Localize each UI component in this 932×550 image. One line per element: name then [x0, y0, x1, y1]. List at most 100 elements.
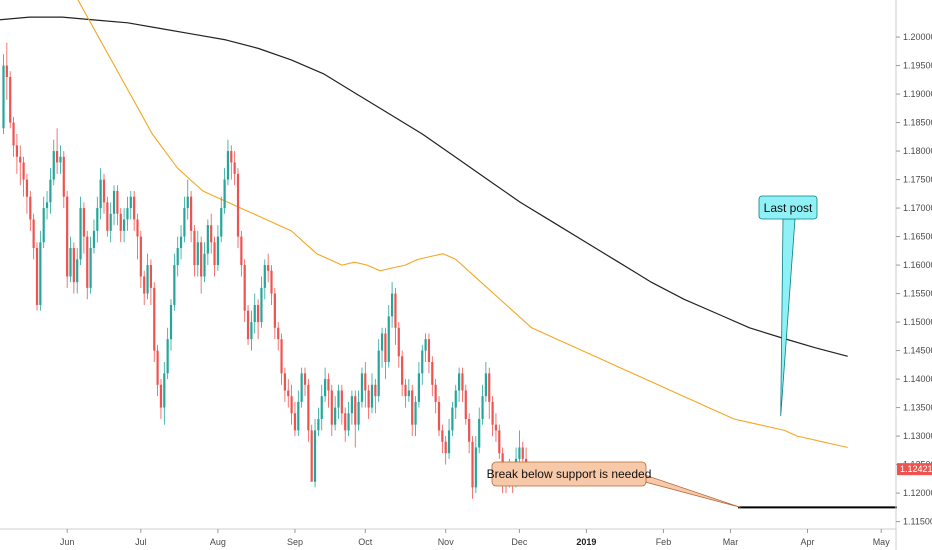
candle-body	[458, 373, 461, 391]
candle-body	[307, 384, 310, 431]
candle-body	[421, 350, 424, 374]
candle-body	[374, 384, 377, 397]
candle-body	[25, 179, 29, 197]
candle-body	[441, 430, 444, 442]
candle-body	[136, 219, 139, 237]
candle-body	[179, 236, 183, 248]
candle-body	[250, 322, 253, 340]
candle-body	[183, 208, 186, 237]
candle-body	[431, 361, 434, 385]
candle-body	[518, 447, 521, 459]
candle-body	[391, 293, 394, 317]
last-post-text: Last post	[764, 201, 813, 215]
candle-body	[401, 356, 404, 385]
price-tick-label: 1.19500	[903, 61, 932, 71]
candle-body	[2, 65, 5, 129]
price-tick-label: 1.18500	[903, 118, 932, 128]
candle-body	[15, 145, 18, 157]
candle-body	[206, 225, 209, 254]
candle-body	[176, 247, 179, 266]
candle-body	[153, 287, 156, 351]
candle-body	[394, 293, 397, 328]
candle-body	[42, 208, 45, 243]
candle-body	[417, 373, 420, 402]
candle-body	[253, 304, 256, 323]
candle-body	[437, 401, 441, 431]
candle-body	[404, 384, 407, 397]
candle-body	[213, 242, 216, 266]
candle-body	[9, 76, 12, 123]
candle-body	[45, 202, 49, 209]
price-tick-label: 1.17000	[903, 203, 932, 213]
candle-body	[300, 373, 303, 402]
candle-body	[257, 304, 260, 323]
candle-body	[126, 208, 129, 220]
time-tick-label: Jun	[60, 537, 75, 547]
ma-slow-line	[0, 16, 848, 357]
candle-body	[146, 265, 149, 294]
candle-body	[169, 304, 173, 340]
price-tick-label: 1.15500	[903, 289, 932, 299]
candle-body	[156, 350, 159, 385]
candle-body	[320, 396, 323, 419]
candle-body	[297, 401, 300, 431]
candle-body	[488, 373, 491, 402]
candle-body	[364, 373, 367, 391]
candle-body	[193, 230, 196, 266]
price-tick-label: 1.14500	[903, 346, 932, 356]
candle-body	[5, 65, 8, 77]
candle-body	[354, 396, 357, 425]
price-tick-label: 1.17500	[903, 175, 932, 185]
candle-body	[347, 413, 350, 431]
candle-body	[159, 384, 163, 408]
candle-body	[96, 208, 99, 231]
time-tick-label: Mar	[723, 537, 739, 547]
candle-body	[86, 236, 89, 288]
candle-body	[491, 401, 494, 425]
candle-body	[143, 276, 146, 294]
candle-body	[200, 242, 203, 277]
candle-body	[411, 390, 414, 425]
candle-body	[260, 287, 263, 323]
annotations: Last post Break below support is needed	[487, 195, 897, 509]
candle-body	[454, 390, 457, 408]
candle-body	[163, 373, 166, 408]
candle-body	[317, 418, 320, 431]
time-tick-label: Jul	[135, 537, 147, 547]
candle-body	[283, 373, 286, 391]
price-tick-label: 1.15000	[903, 317, 932, 327]
candle-body	[434, 384, 437, 402]
candle-body	[481, 396, 484, 419]
candle-body	[277, 327, 280, 340]
candle-body	[384, 333, 387, 362]
candle-body	[220, 208, 223, 237]
candle-body	[387, 316, 390, 362]
candle-body	[210, 225, 213, 243]
candle-body	[186, 196, 189, 209]
candle-body	[203, 253, 206, 277]
time-tick-label: Dec	[511, 537, 528, 547]
candle-body	[102, 179, 106, 203]
candle-body	[240, 236, 243, 266]
candle-body	[66, 196, 69, 277]
price-tick-label: 1.11500	[903, 517, 932, 527]
candle-body	[236, 173, 240, 237]
candle-body	[119, 213, 122, 231]
candle-body	[397, 327, 400, 357]
candle-body	[273, 293, 276, 328]
candle-body	[19, 156, 22, 163]
candle-body	[350, 396, 353, 414]
candle-body	[303, 373, 307, 385]
candle-body	[484, 373, 487, 397]
candle-body	[521, 447, 524, 459]
time-tick-label: Oct	[358, 537, 373, 547]
candle-body	[370, 384, 374, 408]
price-tick-label: 1.19000	[903, 89, 932, 99]
candle-body	[99, 179, 102, 209]
candle-body	[76, 259, 79, 283]
candle-body	[293, 413, 297, 431]
price-axis: 1.15500 1.15000 1.14500 1.14000 1.13500 1.130…	[896, 32, 932, 527]
candle-body	[166, 339, 169, 374]
candle-body	[474, 447, 477, 488]
